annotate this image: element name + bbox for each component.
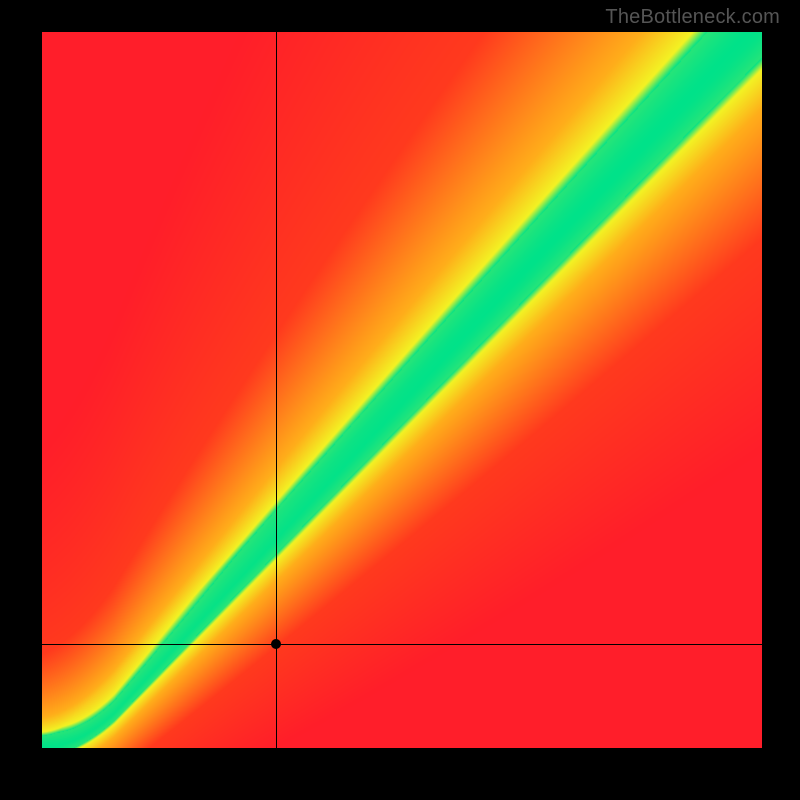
heatmap-canvas: [42, 32, 762, 748]
crosshair-marker: [271, 639, 281, 649]
plot-area: [42, 32, 762, 748]
watermark-text: TheBottleneck.com: [605, 6, 780, 29]
chart-container: TheBottleneck.com: [0, 0, 800, 800]
crosshair-horizontal: [42, 644, 762, 645]
